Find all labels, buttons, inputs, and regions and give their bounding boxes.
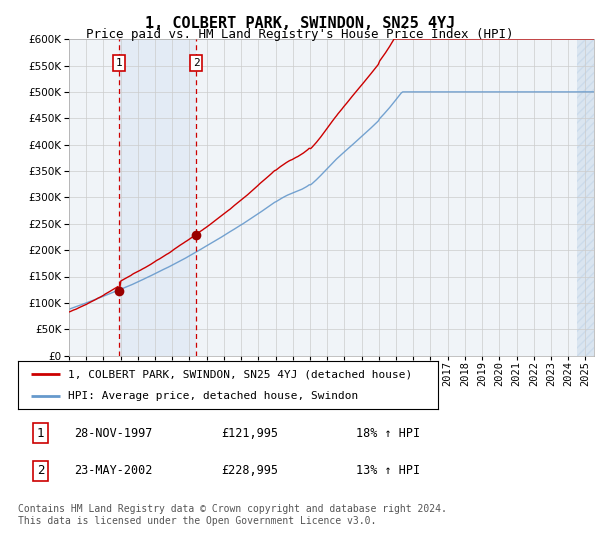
- Text: 28-NOV-1997: 28-NOV-1997: [74, 427, 153, 440]
- Text: 2: 2: [37, 464, 44, 477]
- Text: Price paid vs. HM Land Registry's House Price Index (HPI): Price paid vs. HM Land Registry's House …: [86, 28, 514, 41]
- Text: 1: 1: [116, 58, 122, 68]
- Text: 1, COLBERT PARK, SWINDON, SN25 4YJ (detached house): 1, COLBERT PARK, SWINDON, SN25 4YJ (deta…: [68, 369, 413, 379]
- Text: £121,995: £121,995: [221, 427, 278, 440]
- Text: HPI: Average price, detached house, Swindon: HPI: Average price, detached house, Swin…: [68, 391, 359, 401]
- Text: 23-MAY-2002: 23-MAY-2002: [74, 464, 153, 477]
- Bar: [119, 39, 196, 356]
- Text: 1, COLBERT PARK, SWINDON, SN25 4YJ: 1, COLBERT PARK, SWINDON, SN25 4YJ: [145, 16, 455, 31]
- Text: 13% ↑ HPI: 13% ↑ HPI: [356, 464, 421, 477]
- Bar: [577, 39, 594, 356]
- Text: 1: 1: [37, 427, 44, 440]
- Text: 2: 2: [193, 58, 200, 68]
- Text: Contains HM Land Registry data © Crown copyright and database right 2024.
This d: Contains HM Land Registry data © Crown c…: [18, 504, 447, 526]
- Text: £228,995: £228,995: [221, 464, 278, 477]
- Text: 18% ↑ HPI: 18% ↑ HPI: [356, 427, 421, 440]
